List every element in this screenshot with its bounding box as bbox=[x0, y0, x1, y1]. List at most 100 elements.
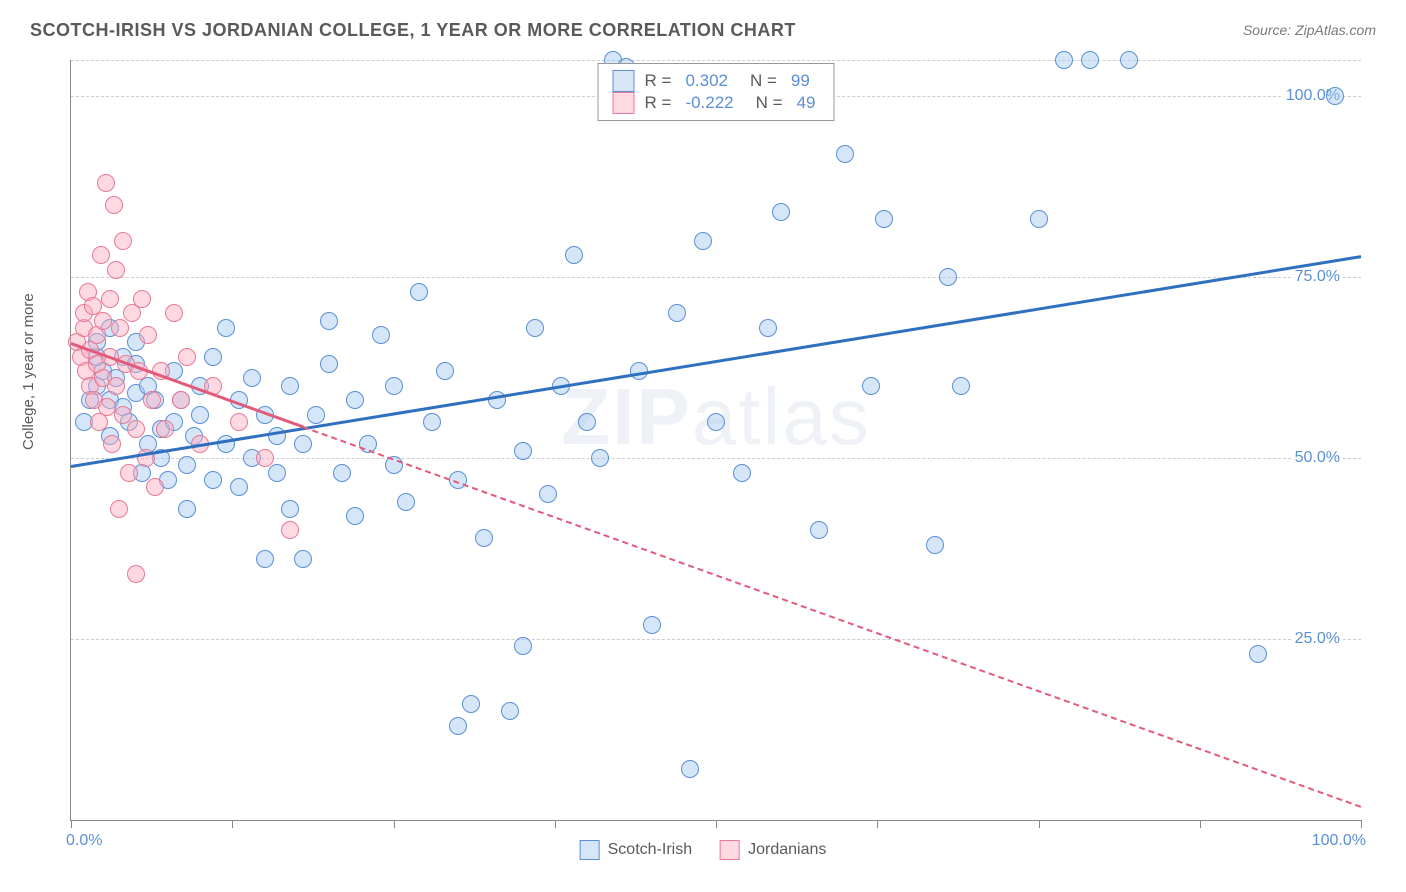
scatter-point bbox=[526, 319, 544, 337]
scatter-point bbox=[178, 500, 196, 518]
x-tick bbox=[555, 820, 556, 828]
x-tick bbox=[1039, 820, 1040, 828]
scatter-point bbox=[939, 268, 957, 286]
scatter-point bbox=[926, 536, 944, 554]
legend-row: R = 0.302N = 99 bbox=[613, 70, 820, 92]
x-tick bbox=[394, 820, 395, 828]
scatter-point bbox=[256, 550, 274, 568]
scatter-point bbox=[810, 521, 828, 539]
gridline bbox=[71, 639, 1361, 640]
scatter-point bbox=[320, 355, 338, 373]
scatter-point bbox=[111, 319, 129, 337]
regression-line bbox=[71, 255, 1361, 468]
y-tick-label: 25.0% bbox=[1292, 630, 1343, 648]
scatter-point bbox=[385, 377, 403, 395]
scatter-point bbox=[1249, 645, 1267, 663]
scatter-point bbox=[694, 232, 712, 250]
scatter-point bbox=[423, 413, 441, 431]
x-tick bbox=[877, 820, 878, 828]
scatter-point bbox=[681, 760, 699, 778]
scatter-point bbox=[156, 420, 174, 438]
scatter-point bbox=[204, 471, 222, 489]
scatter-point bbox=[643, 616, 661, 634]
scatter-point bbox=[178, 348, 196, 366]
x-min-label: 0.0% bbox=[66, 832, 102, 850]
scatter-point bbox=[294, 550, 312, 568]
scatter-point bbox=[94, 312, 112, 330]
scatter-point bbox=[107, 377, 125, 395]
x-tick bbox=[1361, 820, 1362, 828]
scatter-point bbox=[92, 246, 110, 264]
scatter-point bbox=[230, 478, 248, 496]
scatter-point bbox=[230, 413, 248, 431]
scatter-point bbox=[514, 442, 532, 460]
scatter-point bbox=[475, 529, 493, 547]
scatter-point bbox=[772, 203, 790, 221]
page-title: SCOTCH-IRISH VS JORDANIAN COLLEGE, 1 YEA… bbox=[30, 20, 796, 41]
scatter-point bbox=[1326, 87, 1344, 105]
scatter-chart: College, 1 year or more ZIPatlas R = 0.3… bbox=[30, 50, 1376, 862]
scatter-point bbox=[165, 304, 183, 322]
scatter-point bbox=[449, 717, 467, 735]
scatter-point bbox=[146, 478, 164, 496]
y-tick-label: 75.0% bbox=[1292, 268, 1343, 286]
y-tick-label: 50.0% bbox=[1292, 449, 1343, 467]
scatter-point bbox=[1081, 51, 1099, 69]
scatter-point bbox=[114, 406, 132, 424]
scatter-point bbox=[97, 174, 115, 192]
scatter-point bbox=[333, 464, 351, 482]
x-tick bbox=[71, 820, 72, 828]
scatter-point bbox=[578, 413, 596, 431]
scatter-point bbox=[1030, 210, 1048, 228]
scatter-point bbox=[110, 500, 128, 518]
scatter-point bbox=[565, 246, 583, 264]
scatter-point bbox=[462, 695, 480, 713]
gridline bbox=[71, 277, 1361, 278]
x-tick bbox=[1200, 820, 1201, 828]
scatter-point bbox=[410, 283, 428, 301]
scatter-point bbox=[191, 406, 209, 424]
scatter-point bbox=[294, 435, 312, 453]
scatter-point bbox=[707, 413, 725, 431]
scatter-point bbox=[372, 326, 390, 344]
scatter-point bbox=[178, 456, 196, 474]
scatter-point bbox=[101, 290, 119, 308]
regression-line bbox=[303, 426, 1361, 808]
scatter-point bbox=[759, 319, 777, 337]
x-max-label: 100.0% bbox=[1312, 832, 1366, 850]
scatter-point bbox=[1055, 51, 1073, 69]
scatter-point bbox=[133, 290, 151, 308]
source-label: Source: ZipAtlas.com bbox=[1243, 22, 1376, 38]
scatter-point bbox=[120, 464, 138, 482]
scatter-point bbox=[539, 485, 557, 503]
scatter-point bbox=[281, 500, 299, 518]
legend-item: Scotch-Irish bbox=[580, 840, 692, 860]
scatter-point bbox=[127, 565, 145, 583]
scatter-point bbox=[281, 377, 299, 395]
y-axis-label: College, 1 year or more bbox=[20, 293, 37, 450]
x-tick bbox=[716, 820, 717, 828]
scatter-point bbox=[591, 449, 609, 467]
scatter-point bbox=[127, 420, 145, 438]
scatter-point bbox=[1120, 51, 1138, 69]
scatter-point bbox=[436, 362, 454, 380]
scatter-point bbox=[346, 507, 364, 525]
scatter-point bbox=[268, 464, 286, 482]
scatter-point bbox=[320, 312, 338, 330]
scatter-point bbox=[105, 196, 123, 214]
scatter-point bbox=[256, 449, 274, 467]
legend-correlation: R = 0.302N = 99R = -0.222N = 49 bbox=[598, 63, 835, 121]
scatter-point bbox=[114, 232, 132, 250]
x-tick bbox=[232, 820, 233, 828]
scatter-point bbox=[862, 377, 880, 395]
scatter-point bbox=[103, 435, 121, 453]
scatter-point bbox=[397, 493, 415, 511]
scatter-point bbox=[733, 464, 751, 482]
scatter-point bbox=[172, 391, 190, 409]
legend-row: R = -0.222N = 49 bbox=[613, 92, 820, 114]
scatter-point bbox=[107, 261, 125, 279]
scatter-point bbox=[836, 145, 854, 163]
scatter-point bbox=[139, 326, 157, 344]
legend-series: Scotch-IrishJordanians bbox=[580, 840, 827, 860]
scatter-point bbox=[346, 391, 364, 409]
